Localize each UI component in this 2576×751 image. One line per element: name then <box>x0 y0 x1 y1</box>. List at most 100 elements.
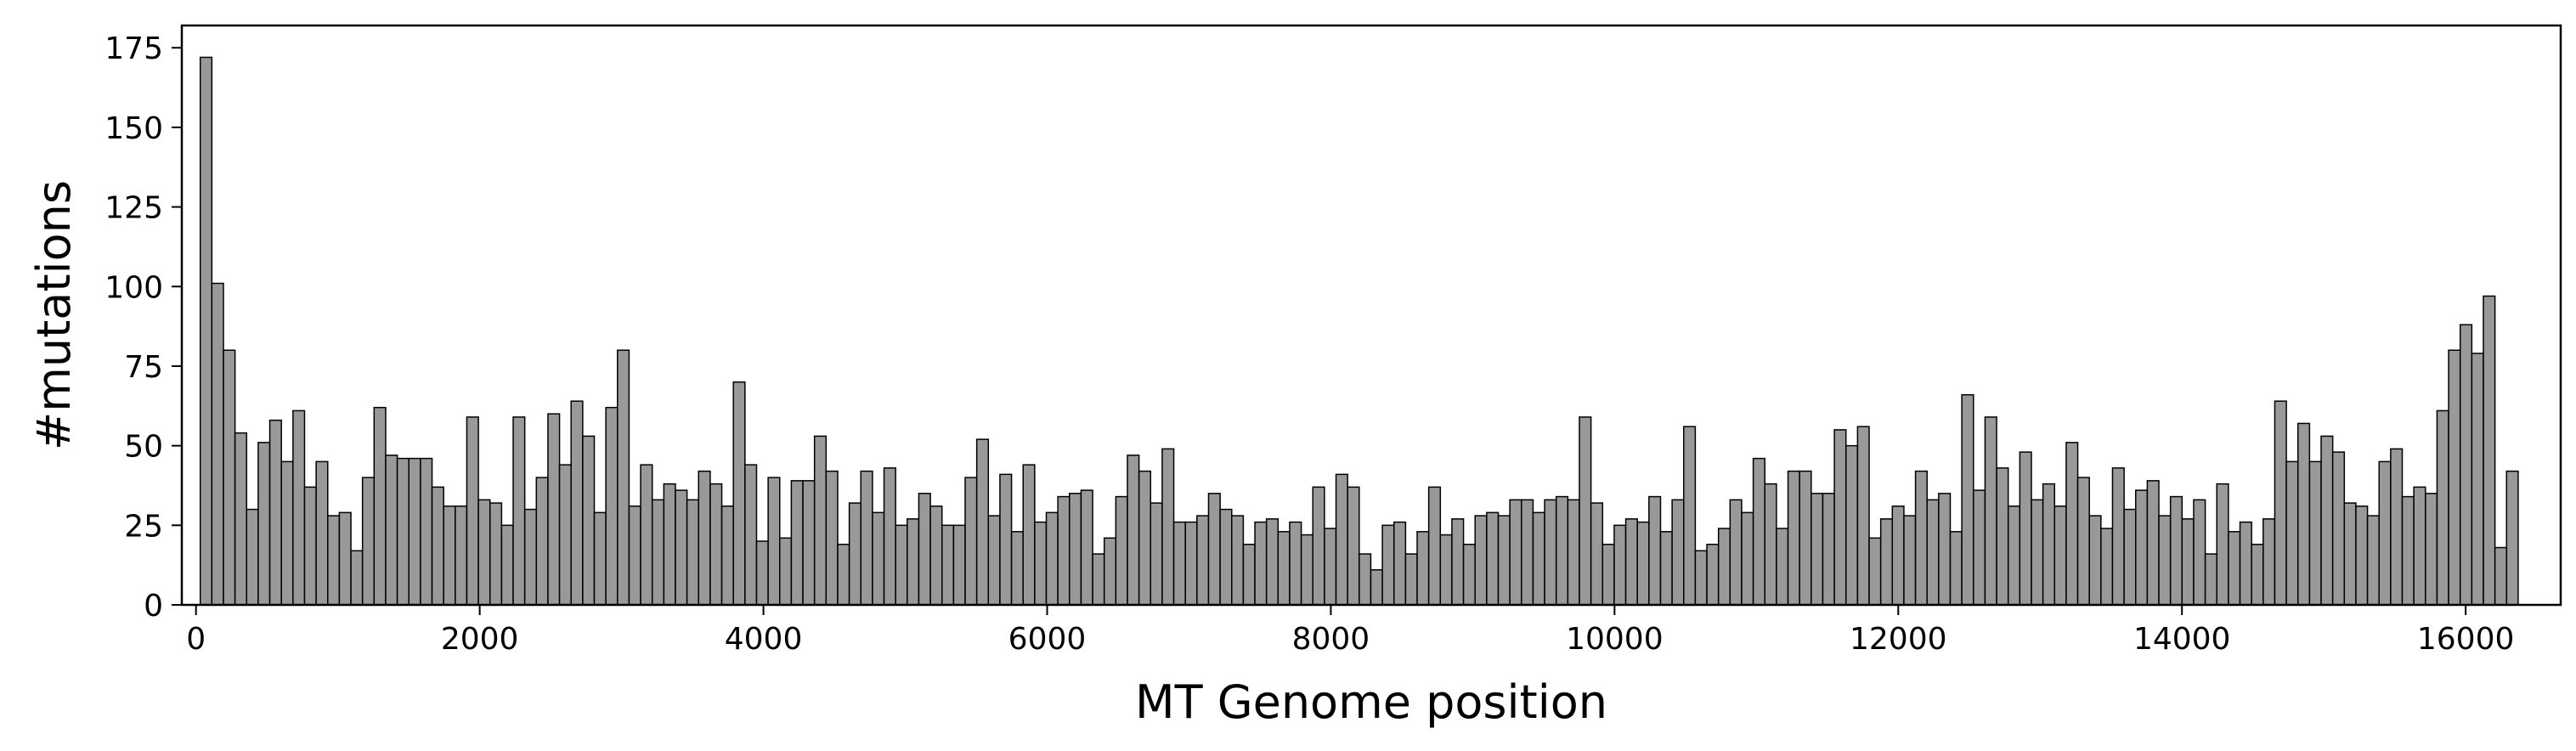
y-axis-label: #mutations <box>27 180 81 450</box>
histogram-bar <box>2169 495 2183 606</box>
histogram-bar <box>767 477 781 606</box>
histogram-bar <box>1879 518 1894 606</box>
histogram-bar <box>1196 515 1210 606</box>
histogram-bar <box>535 477 549 606</box>
histogram-bar <box>466 416 479 606</box>
histogram-bar <box>2042 483 2056 606</box>
histogram-bar <box>941 524 955 606</box>
histogram-bar <box>675 489 688 606</box>
histogram-bar <box>720 505 734 606</box>
histogram-bar <box>1474 515 1488 606</box>
histogram-bar <box>223 349 236 606</box>
histogram-bar <box>1462 544 1476 606</box>
histogram-bar <box>2239 521 2252 606</box>
histogram-bar <box>234 432 248 606</box>
histogram-bar <box>2065 442 2079 606</box>
histogram-bar <box>420 457 433 606</box>
histogram-bar <box>663 483 676 606</box>
histogram-bar <box>1034 521 1048 606</box>
histogram-bar <box>211 282 224 606</box>
histogram-bar <box>1926 499 1940 606</box>
histogram-bar <box>2401 495 2415 606</box>
y-tick-label: 150 <box>105 111 163 146</box>
histogram-bar <box>350 550 364 606</box>
plot-frame <box>180 24 2562 607</box>
y-tick-label: 175 <box>105 31 163 66</box>
histogram-bar <box>640 464 653 606</box>
histogram-bar <box>2425 493 2438 606</box>
histogram-bar <box>2459 324 2473 606</box>
histogram-bar <box>2228 531 2241 606</box>
histogram-bar <box>790 480 804 606</box>
histogram-bar <box>593 511 607 606</box>
histogram-bar <box>825 470 839 606</box>
histogram-bar <box>1752 457 1765 606</box>
histogram-bar <box>570 400 584 606</box>
histogram-bar <box>396 457 410 606</box>
histogram-bar <box>651 499 665 606</box>
histogram-bar <box>755 540 769 606</box>
bars-group <box>199 56 2519 606</box>
histogram-bar <box>1822 493 1835 606</box>
histogram-bar <box>1324 528 1337 606</box>
histogram-bar <box>1347 486 1360 606</box>
histogram-bar <box>489 502 503 606</box>
histogram-bar <box>2193 499 2206 606</box>
histogram-bar <box>373 406 387 606</box>
histogram-bar <box>1161 448 1175 606</box>
histogram-bar <box>1555 495 1569 606</box>
histogram-bar <box>1787 470 1800 606</box>
histogram-bar <box>2483 295 2496 606</box>
histogram-bar <box>1207 493 1221 606</box>
histogram-bar <box>2088 515 2102 606</box>
histogram-bar <box>2111 467 2125 606</box>
histogram-bar <box>1427 486 1442 606</box>
x-tick-label: 12000 <box>1850 622 1947 657</box>
histogram-bar <box>1729 499 1743 606</box>
x-axis-label: MT Genome position <box>1135 675 1607 729</box>
histogram-bar <box>523 508 538 606</box>
histogram-bar <box>1486 511 1500 606</box>
histogram-bar <box>1312 486 1325 606</box>
histogram-bar <box>1938 493 1952 606</box>
histogram-bar <box>257 442 271 606</box>
x-tick-label: 0 <box>186 622 206 657</box>
histogram-bar <box>999 473 1013 606</box>
histogram-bar <box>2494 546 2508 606</box>
histogram-bar <box>2100 528 2114 606</box>
histogram-bar <box>2355 505 2369 606</box>
histogram-bar <box>1764 483 1777 606</box>
histogram-bar <box>837 544 850 606</box>
histogram-bar <box>605 406 619 606</box>
x-tick-label: 4000 <box>725 622 803 657</box>
histogram-bar <box>1671 499 1685 606</box>
histogram-bar <box>2204 553 2217 606</box>
histogram-bar <box>2053 505 2067 606</box>
histogram-bar <box>2076 477 2090 606</box>
histogram-bar <box>1683 426 1697 606</box>
histogram-bar <box>1659 531 1673 606</box>
histogram-bar <box>2320 435 2334 606</box>
histogram-bar <box>292 409 306 606</box>
histogram-bar <box>860 470 873 606</box>
histogram-bar <box>1451 518 1465 606</box>
histogram-bar <box>1636 521 1650 606</box>
histogram-bar <box>813 435 828 606</box>
histogram-bar <box>2019 451 2032 606</box>
histogram-bar <box>1903 515 1917 606</box>
histogram-bar <box>1996 467 2009 606</box>
histogram-bar <box>327 515 341 606</box>
histogram-bar <box>443 505 456 606</box>
histogram-bar <box>246 508 259 606</box>
histogram-bar <box>338 511 352 606</box>
histogram-bar <box>1811 493 1824 606</box>
histogram-bar <box>408 457 421 606</box>
histogram-bar <box>431 486 444 606</box>
histogram-bar <box>744 464 758 606</box>
histogram-bar <box>2158 515 2172 606</box>
y-axis-ticks: 0 25 50 75 100 125 150 175 <box>105 31 182 624</box>
histogram-bar <box>1103 537 1117 606</box>
histogram-bar <box>2274 400 2287 606</box>
histogram-bar <box>2123 508 2137 606</box>
histogram-bar <box>2448 349 2461 606</box>
